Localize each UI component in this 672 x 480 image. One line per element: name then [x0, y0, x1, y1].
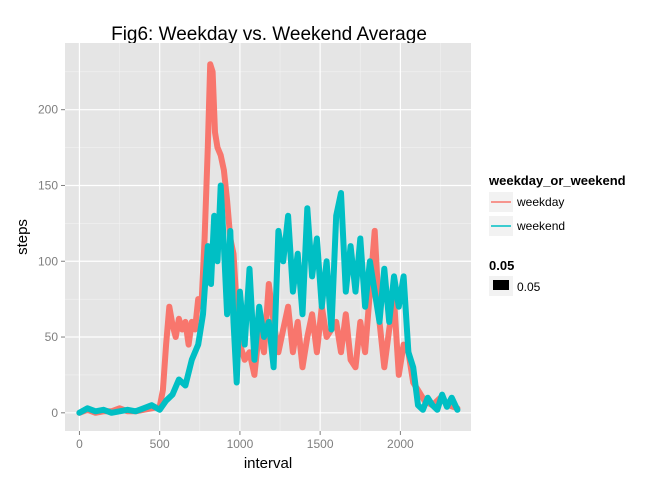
- x-tick-label: 500: [150, 437, 170, 451]
- x-tick-label: 2000: [387, 437, 414, 451]
- x-tick-label: 0: [76, 437, 83, 451]
- series-line-weekend: [76, 182, 461, 416]
- series-layer: [76, 61, 461, 416]
- legend-label-weekend: weekend: [516, 219, 565, 233]
- y-tick-label: 200: [38, 103, 58, 117]
- size-legend-key: [493, 280, 509, 290]
- legend-title: weekday_or_weekend: [488, 173, 626, 188]
- size-legend-label: 0.05: [517, 280, 541, 294]
- plot-panel: [65, 43, 471, 431]
- x-tick-label: 1500: [307, 437, 334, 451]
- legend-items: weekday weekend: [489, 192, 565, 236]
- grid: [65, 43, 471, 431]
- y-ticks: 0 50 100 150 200: [38, 103, 65, 420]
- size-legend-title: 0.05: [489, 258, 514, 273]
- x-ticks: 0 500 1000 1500 2000: [76, 431, 414, 451]
- legend: weekday_or_weekend weekday weekend 0.05 0…: [488, 173, 626, 296]
- chart-title: Fig6: Weekday vs. Weekend Average: [111, 24, 427, 45]
- x-tick-label: 1000: [227, 437, 254, 451]
- legend-label-weekday: weekday: [516, 195, 564, 209]
- y-tick-label: 50: [45, 330, 59, 344]
- x-axis-title: interval: [244, 455, 292, 472]
- y-axis-title: steps: [14, 219, 31, 255]
- y-tick-label: 100: [38, 254, 58, 268]
- y-tick-label: 150: [38, 178, 58, 192]
- y-tick-label: 0: [51, 406, 58, 420]
